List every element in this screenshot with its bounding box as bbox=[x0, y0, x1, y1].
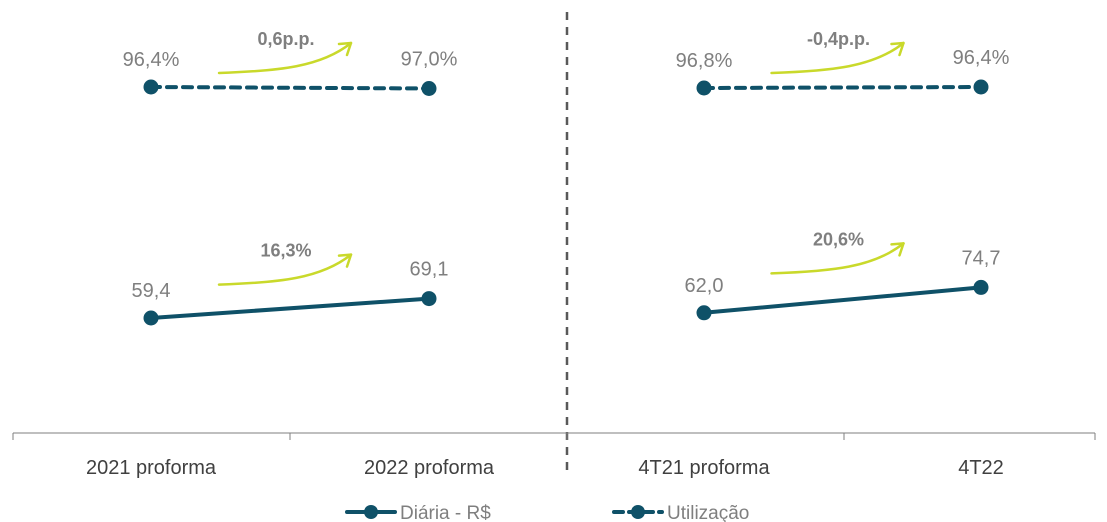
series-1-point-0 bbox=[143, 79, 159, 95]
growth-arrow-head-0 bbox=[337, 41, 353, 57]
growth-arrow-head-1 bbox=[890, 41, 905, 57]
series-0-point-0 bbox=[143, 310, 159, 326]
legend-swatch-marker-1 bbox=[631, 505, 645, 519]
growth-label-0: 0,6p.p. bbox=[257, 29, 314, 49]
growth-arrow-3 bbox=[770, 242, 905, 275]
series-1-data-label-0: 96,4% bbox=[123, 49, 180, 71]
legend-label-1: Utilização bbox=[667, 503, 749, 522]
series-1-data-label-3: 96,4% bbox=[953, 47, 1010, 69]
legend-swatch-marker-0 bbox=[364, 505, 378, 519]
x-tick-label-0: 2021 proforma bbox=[86, 457, 217, 479]
series-1-data-label-1: 97,0% bbox=[401, 49, 458, 71]
x-tick-label-3: 4T22 bbox=[958, 457, 1004, 479]
series-0-point-1 bbox=[421, 291, 437, 307]
series-0-point-3 bbox=[973, 279, 989, 295]
growth-label-3: 20,6% bbox=[813, 229, 864, 249]
legend-label-0: Diária - R$ bbox=[400, 503, 491, 522]
series-0-segment-0 bbox=[149, 296, 431, 320]
growth-label-2: 16,3% bbox=[260, 241, 311, 261]
growth-arrow-1 bbox=[770, 41, 905, 75]
series-1-point-3 bbox=[973, 79, 989, 95]
series-0-point-2 bbox=[696, 305, 712, 321]
growth-label-1: -0,4p.p. bbox=[807, 29, 870, 49]
series-1-point-1 bbox=[421, 81, 437, 96]
growth-arrow-head-3 bbox=[890, 242, 905, 257]
series-0-segment-1 bbox=[702, 285, 983, 315]
series-0-data-label-2: 62,0 bbox=[685, 275, 724, 297]
growth-arrow-2 bbox=[217, 253, 353, 286]
series-1-segment-1 bbox=[702, 85, 983, 90]
x-tick-label-1: 2022 proforma bbox=[364, 457, 495, 479]
growth-arrow-0 bbox=[217, 41, 353, 75]
series-0-data-label-0: 59,4 bbox=[132, 280, 171, 302]
series-1-data-label-2: 96,8% bbox=[676, 50, 733, 72]
series-0-data-label-3: 74,7 bbox=[962, 247, 1001, 269]
x-tick-label-2: 4T21 proforma bbox=[638, 457, 770, 479]
series-0-data-label-1: 69,1 bbox=[410, 259, 449, 281]
series-1-segment-0 bbox=[149, 85, 431, 91]
growth-arrow-head-2 bbox=[337, 253, 353, 268]
series-1-point-2 bbox=[696, 80, 712, 96]
